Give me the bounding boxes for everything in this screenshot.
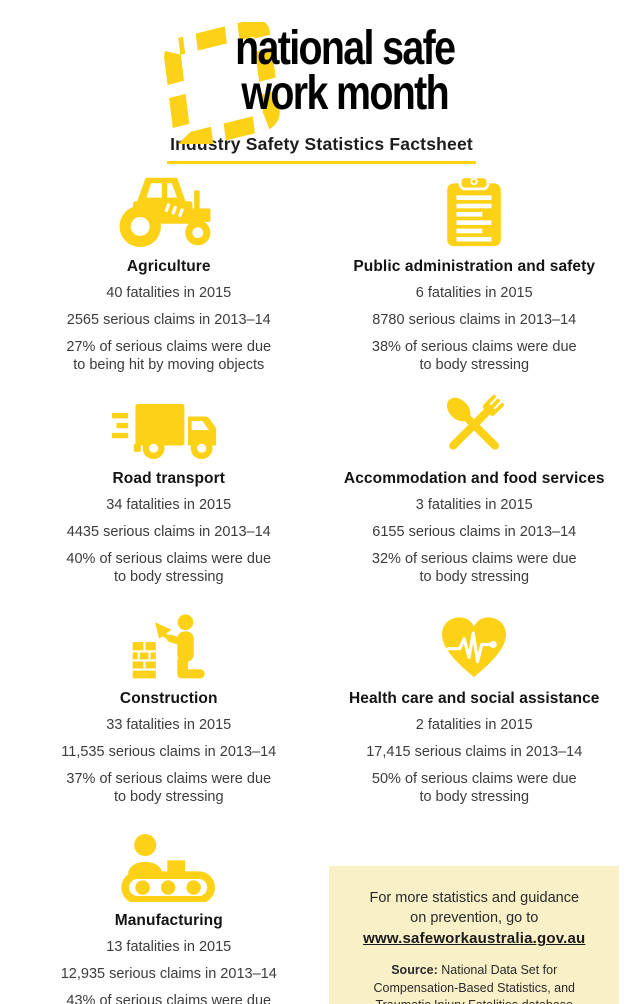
fatalities-stat: 6 fatalities in 2015 — [415, 285, 533, 302]
claims-stat: 6155 serious claims in 2013–14 — [372, 524, 577, 541]
industry-card-manufacturing: Manufacturing 13 fatalities in 2015 12,9… — [16, 833, 322, 1004]
cause-stat: 32% of serious claims were due to body s… — [371, 551, 577, 585]
industry-name: Public administration and safety — [353, 258, 596, 276]
cause-stat: 38% of serious claims were due to body s… — [371, 339, 577, 374]
fatalities-stat: 34 fatalities in 2015 — [106, 497, 232, 514]
industry-name: Agriculture — [126, 258, 211, 276]
industry-card-road-transport: Road transport 34 fatalities in 2015 443… — [16, 402, 322, 596]
industry-name: Accommodation and food services — [343, 470, 605, 488]
clipboard-icon — [328, 176, 622, 248]
claims-stat: 2565 serious claims in 2013–14 — [66, 312, 271, 329]
industry-name: Road transport — [112, 470, 225, 488]
truck-icon — [22, 402, 316, 460]
cutlery-icon — [328, 394, 622, 460]
cause-stat: 37% of serious claims were due to body s… — [66, 770, 272, 805]
industry-name: Manufacturing — [114, 911, 223, 929]
industry-card-accommodation-food: Accommodation and food services 3 fatali… — [322, 394, 628, 596]
claims-stat: 12,935 serious claims in 2013–14 — [60, 965, 277, 982]
claims-stat: 8780 serious claims in 2013–14 — [372, 312, 577, 329]
industry-card-public-administration: Public administration and safety 6 fatal… — [322, 176, 628, 384]
claims-stat: 11,535 serious claims in 2013–14 — [61, 743, 277, 760]
bricklayer-icon — [22, 614, 316, 680]
logo-line2: work month — [241, 67, 449, 121]
logo-bracket-icon — [163, 22, 280, 144]
conveyor-icon — [22, 833, 316, 902]
source-text: National Data Set for Compensation-Based… — [373, 963, 576, 1004]
industry-card-construction: Construction 33 fatalities in 2015 11,53… — [16, 614, 322, 816]
safework-australia-link[interactable]: www.safeworkaustralia.gov.au — [363, 930, 586, 948]
source-label: Source: — [391, 963, 438, 978]
cause-stat: 43% of serious claims were due to body s… — [66, 992, 272, 1004]
fatalities-stat: 2 fatalities in 2015 — [415, 716, 533, 733]
industry-name: Health care and social assistance — [348, 689, 600, 707]
info-intro: For more statistics and guidance on prev… — [369, 889, 580, 927]
nswm-logo: national safe work month — [163, 22, 478, 144]
more-info-box: For more statistics and guidance on prev… — [329, 865, 620, 1004]
fatalities-stat: 33 fatalities in 2015 — [106, 716, 232, 733]
cause-stat: 27% of serious claims were due to being … — [66, 339, 272, 374]
industry-card-health-care: Health care and social assistance 2 fata… — [322, 614, 628, 816]
fatalities-stat: 3 fatalities in 2015 — [415, 497, 533, 514]
logo-line1: national safe — [234, 22, 456, 75]
industry-card-agriculture: Agriculture 40 fatalities in 2015 2565 s… — [16, 176, 322, 384]
tractor-icon — [22, 176, 316, 248]
cause-stat: 40% of serious claims were due to body s… — [66, 551, 272, 585]
claims-stat: 17,415 serious claims in 2013–14 — [366, 743, 583, 760]
heart-pulse-icon — [328, 614, 622, 680]
source-note: Source: National Data Set for Compensati… — [341, 962, 607, 1004]
industry-grid: Agriculture 40 fatalities in 2015 2565 s… — [0, 176, 643, 1004]
cause-stat: 50% of serious claims were due to body s… — [371, 770, 577, 805]
logo-text: national safe work month — [234, 22, 456, 121]
industry-name: Construction — [119, 689, 218, 707]
fatalities-stat: 40 fatalities in 2015 — [106, 285, 232, 302]
fatalities-stat: 13 fatalities in 2015 — [106, 938, 232, 955]
page-title: Industry Safety Statistics Factsheet — [167, 134, 476, 165]
header: national safe work month — [0, 0, 643, 144]
claims-stat: 4435 serious claims in 2013–14 — [66, 524, 271, 541]
